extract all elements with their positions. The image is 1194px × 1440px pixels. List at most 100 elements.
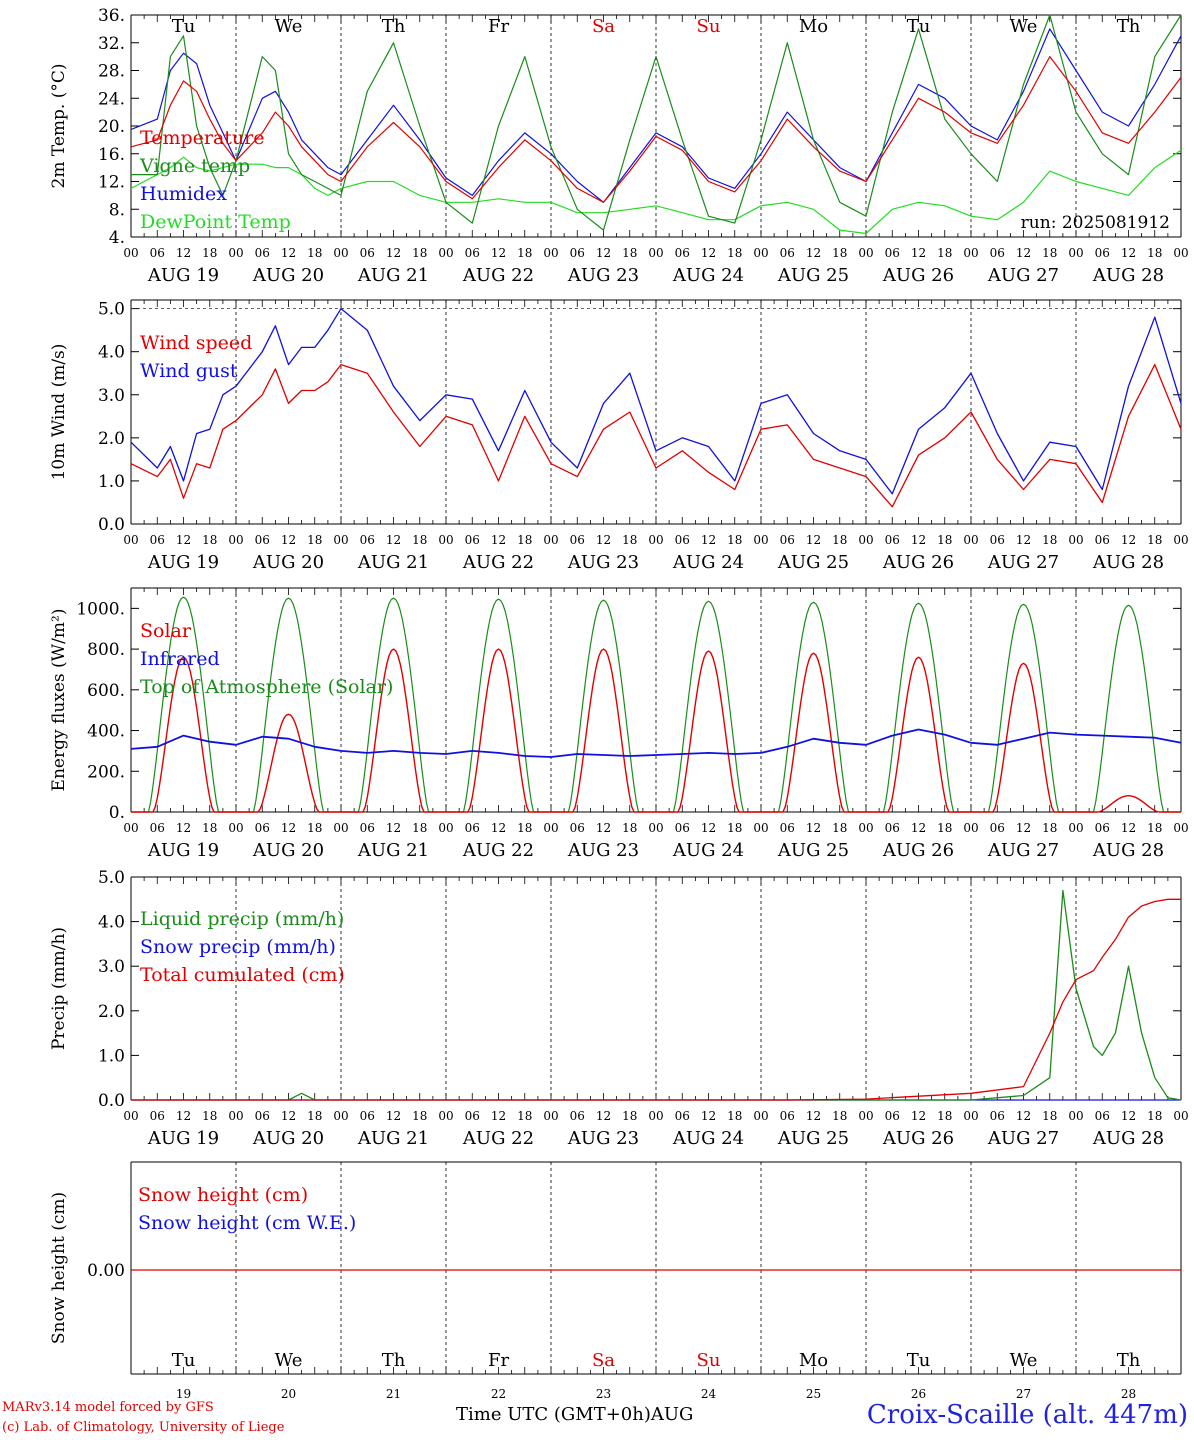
hour-tick-label: 00 bbox=[1173, 1109, 1188, 1123]
hour-tick-label: 06 bbox=[465, 821, 480, 835]
hour-tick-label: 06 bbox=[255, 821, 270, 835]
date-label: AUG 20 bbox=[252, 265, 324, 286]
hour-tick-label: 00 bbox=[1068, 1109, 1083, 1123]
series-line bbox=[130, 149, 1182, 235]
date-label: AUG 25 bbox=[777, 552, 849, 573]
weekday-label: Tu bbox=[907, 16, 931, 37]
hour-tick-label: 06 bbox=[1095, 821, 1110, 835]
hour-tick-label: 18 bbox=[1042, 1109, 1057, 1123]
y-axis-title: 2m Temp. (°C) bbox=[49, 63, 69, 188]
hour-tick-label: 18 bbox=[517, 821, 532, 835]
hour-tick-label: 12 bbox=[386, 1109, 401, 1123]
hour-tick-label: 12 bbox=[386, 533, 401, 547]
weekday-label: Mo bbox=[799, 16, 828, 37]
hour-tick-label: 18 bbox=[202, 1109, 217, 1123]
y-tick-label: 4.0 bbox=[98, 343, 125, 363]
weekday-label: We bbox=[275, 16, 303, 37]
y-tick-label: 3.0 bbox=[98, 386, 125, 406]
hour-tick-label: 18 bbox=[517, 533, 532, 547]
hour-tick-label: 06 bbox=[675, 1109, 690, 1123]
hour-tick-label: 18 bbox=[937, 246, 952, 260]
hour-tick-label: 06 bbox=[255, 246, 270, 260]
date-label: AUG 27 bbox=[987, 552, 1059, 573]
hour-tick-label: 18 bbox=[622, 246, 637, 260]
hour-tick-label: 06 bbox=[570, 533, 585, 547]
hour-tick-label: 00 bbox=[228, 246, 243, 260]
y-tick-label: 0. bbox=[109, 803, 125, 823]
legend-entry: Liquid precip (mm/h) bbox=[140, 908, 344, 930]
date-label: AUG 25 bbox=[777, 1128, 849, 1149]
hour-tick-label: 00 bbox=[648, 246, 663, 260]
date-label: AUG 24 bbox=[672, 552, 744, 573]
hour-tick-label: 18 bbox=[412, 821, 427, 835]
hour-tick-label: 12 bbox=[281, 821, 296, 835]
hour-tick-label: 00 bbox=[858, 246, 873, 260]
y-tick-label: 0.00 bbox=[87, 1261, 125, 1281]
hour-tick-label: 12 bbox=[1121, 1109, 1136, 1123]
hour-tick-label: 00 bbox=[123, 821, 138, 835]
hour-tick-label: 00 bbox=[438, 533, 453, 547]
hour-tick-label: 00 bbox=[228, 533, 243, 547]
hour-tick-label: 06 bbox=[990, 533, 1005, 547]
date-label: AUG 20 bbox=[252, 840, 324, 861]
legend-entry: Top of Atmosphere (Solar) bbox=[140, 676, 393, 698]
y-tick-label: 600. bbox=[87, 681, 125, 701]
legend-entry: Humidex bbox=[140, 183, 227, 205]
hour-tick-label: 06 bbox=[465, 1109, 480, 1123]
date-label: AUG 25 bbox=[777, 265, 849, 286]
series-line bbox=[130, 55, 1182, 203]
hour-tick-label: 12 bbox=[911, 246, 926, 260]
legend-entry: Solar bbox=[140, 620, 192, 642]
hour-tick-label: 12 bbox=[491, 821, 506, 835]
hour-tick-label: 12 bbox=[911, 821, 926, 835]
day-number-label: 19 bbox=[176, 1387, 191, 1400]
y-tick-label: 36. bbox=[98, 6, 125, 26]
day-number-label: 28 bbox=[1121, 1387, 1136, 1400]
hour-tick-label: 18 bbox=[1147, 821, 1162, 835]
date-label: AUG 24 bbox=[672, 265, 744, 286]
y-tick-label: 32. bbox=[98, 34, 125, 54]
date-label: AUG 22 bbox=[462, 1128, 534, 1149]
date-label: AUG 27 bbox=[987, 1128, 1059, 1149]
hour-tick-label: 06 bbox=[255, 1109, 270, 1123]
hour-tick-label: 06 bbox=[885, 821, 900, 835]
hour-tick-label: 00 bbox=[963, 821, 978, 835]
hour-tick-label: 00 bbox=[963, 246, 978, 260]
legend-entry: Snow height (cm) bbox=[138, 1184, 308, 1206]
hour-tick-label: 18 bbox=[1042, 246, 1057, 260]
y-tick-label: 1.0 bbox=[98, 1046, 125, 1066]
weekday-label: Th bbox=[1117, 1350, 1141, 1371]
hour-tick-label: 06 bbox=[885, 1109, 900, 1123]
hour-tick-label: 00 bbox=[963, 533, 978, 547]
time-axis-label: Time UTC (GMT+0h)AUG bbox=[456, 1404, 694, 1425]
y-tick-label: 200. bbox=[87, 762, 125, 782]
hour-tick-label: 12 bbox=[596, 821, 611, 835]
date-label: AUG 19 bbox=[147, 552, 219, 573]
hour-tick-label: 18 bbox=[937, 821, 952, 835]
hour-tick-label: 18 bbox=[517, 1109, 532, 1123]
hour-tick-label: 06 bbox=[150, 533, 165, 547]
hour-tick-label: 06 bbox=[570, 1109, 585, 1123]
hour-tick-label: 12 bbox=[596, 1109, 611, 1123]
y-tick-label: 16. bbox=[98, 145, 125, 165]
hour-tick-label: 12 bbox=[491, 1109, 506, 1123]
y-tick-label: 0.0 bbox=[98, 1091, 125, 1111]
hour-tick-label: 12 bbox=[701, 821, 716, 835]
hour-tick-label: 00 bbox=[1068, 533, 1083, 547]
weekday-label: Fr bbox=[488, 16, 509, 37]
y-tick-label: 12. bbox=[98, 173, 125, 193]
hour-tick-label: 06 bbox=[885, 533, 900, 547]
hour-tick-label: 00 bbox=[1068, 821, 1083, 835]
legend-entry: DewPoint Temp bbox=[140, 211, 291, 233]
model-credit: MARv3.14 model forced by GFS bbox=[2, 1400, 214, 1415]
hour-tick-label: 18 bbox=[202, 246, 217, 260]
hour-tick-label: 18 bbox=[832, 1109, 847, 1123]
hour-tick-label: 12 bbox=[491, 246, 506, 260]
weekday-label: Su bbox=[697, 16, 721, 37]
hour-tick-label: 00 bbox=[963, 1109, 978, 1123]
series-line bbox=[131, 898, 1181, 1101]
hour-tick-label: 00 bbox=[438, 821, 453, 835]
hour-tick-label: 00 bbox=[543, 533, 558, 547]
series-line bbox=[130, 728, 1182, 758]
hour-tick-label: 00 bbox=[648, 1109, 663, 1123]
